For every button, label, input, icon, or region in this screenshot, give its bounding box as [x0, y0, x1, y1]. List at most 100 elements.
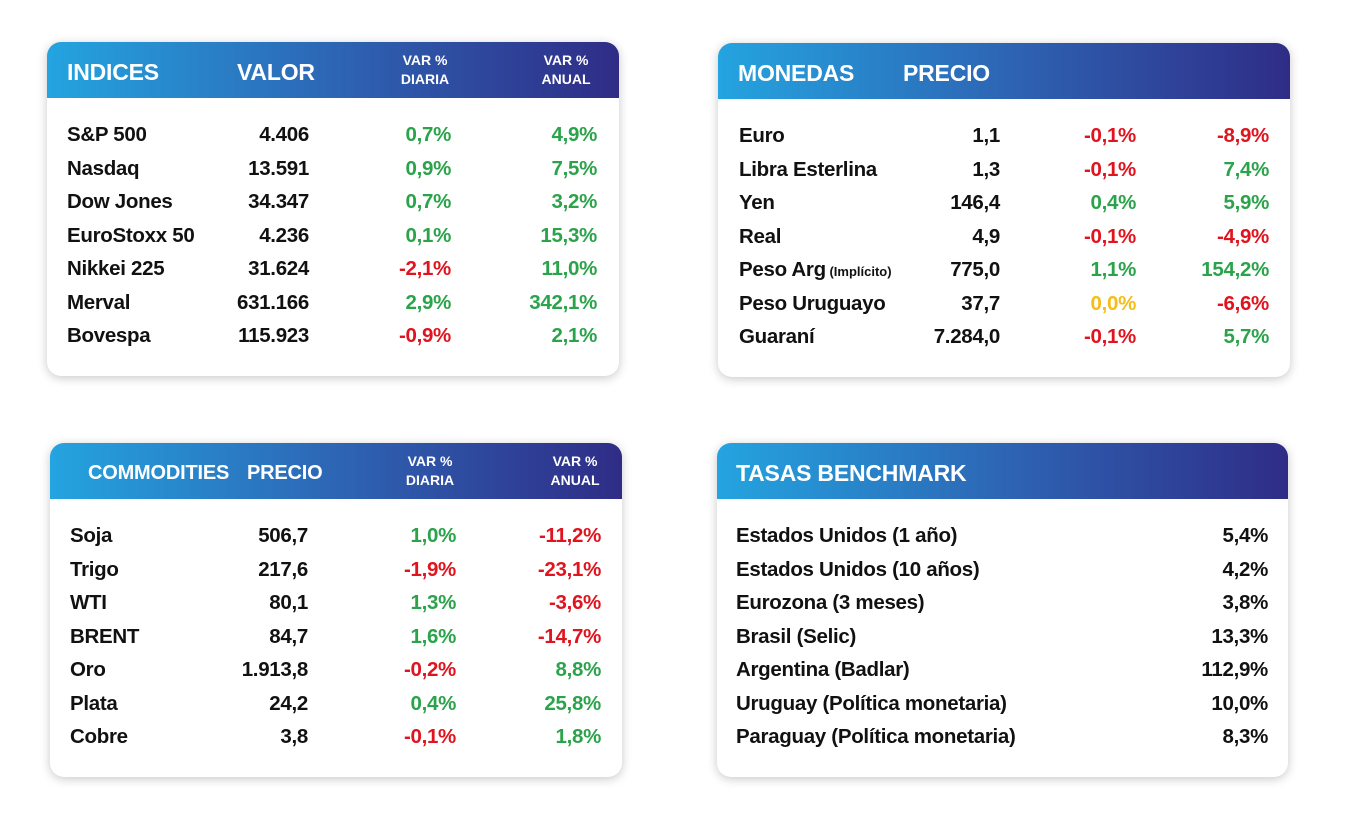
- row-daily-change: 1,0%: [410, 524, 456, 547]
- row-daily-change: 2,9%: [405, 290, 451, 314]
- row-value: 506,7: [258, 524, 308, 547]
- row-daily-change: 1,3%: [410, 591, 456, 614]
- row-value: 13.591: [248, 156, 309, 180]
- row-name: Merval: [67, 291, 130, 315]
- row-name-text: Soja: [70, 524, 113, 547]
- indices-annual-header-line2: ANUAL: [541, 71, 591, 87]
- row-name-text: Nasdaq: [67, 156, 140, 180]
- indices-col-name-header: INDICES: [67, 59, 159, 85]
- rate-value: 3,8%: [1222, 591, 1268, 614]
- row-value: 37,7: [961, 291, 1000, 315]
- row-daily-change: 1,1%: [1090, 258, 1136, 281]
- row-annual-change: 11,0%: [541, 257, 598, 280]
- row-daily-change: -0,1%: [1083, 325, 1136, 348]
- row-value: 631.166: [236, 290, 309, 314]
- row-value: 80,1: [269, 591, 308, 614]
- row-name: Oro: [70, 658, 106, 682]
- row-name-text: Peso Arg: [739, 258, 826, 281]
- row-name: EuroStoxx 50: [67, 224, 195, 248]
- row-value: 34.347: [248, 190, 309, 213]
- row-daily-change: 0,0%: [1090, 291, 1136, 315]
- row-name: BRENT: [70, 625, 139, 649]
- row-value: 24,2: [269, 691, 308, 715]
- tasas-title: TASAS BENCHMARK: [736, 460, 967, 486]
- row-daily-change: 1,6%: [410, 624, 456, 648]
- rate-name: Uruguay (Política monetaria): [736, 691, 1007, 715]
- row-name: Real: [739, 225, 781, 249]
- commodities-col-name-header: COMMODITIES: [88, 462, 230, 484]
- rate-value: 13,3%: [1211, 624, 1268, 648]
- row-name-text: Euro: [739, 124, 785, 147]
- row-value: 1.913,8: [241, 658, 309, 681]
- row-annual-change: 15,3%: [540, 223, 597, 247]
- row-annual-change: 5,9%: [1223, 191, 1269, 214]
- row-name: Libra Esterlina: [739, 158, 877, 182]
- row-name-text: Plata: [70, 691, 118, 715]
- row-name-text: Nikkei 225: [67, 257, 165, 280]
- row-name: Soja: [70, 524, 112, 548]
- commodities-annual-header-line1: VAR %: [552, 453, 598, 469]
- row-name-text: Yen: [739, 191, 775, 214]
- commodities-col-daily-header: VAR % DIARIA: [395, 452, 465, 490]
- row-name: S&P 500: [67, 123, 147, 147]
- row-value: 1,1: [972, 124, 1000, 147]
- rate-name: Estados Unidos (10 años): [736, 557, 980, 581]
- row-annual-change: -23,1%: [537, 557, 601, 581]
- row-name-text: Oro: [70, 658, 106, 681]
- row-name: WTI: [70, 591, 107, 615]
- row-name: Nikkei 225: [67, 257, 165, 281]
- row-annual-change: 7,4%: [1223, 157, 1269, 181]
- row-name-text: Cobre: [70, 725, 128, 748]
- tasas-header: TASAS BENCHMARK: [717, 443, 1288, 499]
- row-name-text: Trigo: [70, 557, 119, 581]
- row-value: 3,8: [280, 725, 308, 748]
- row-daily-change: -0,2%: [403, 658, 456, 681]
- indices-col-daily-header: VAR % DIARIA: [390, 51, 460, 89]
- row-annual-change: -6,6%: [1216, 291, 1269, 315]
- row-name-text: Dow Jones: [67, 190, 173, 213]
- tasas-card: TASAS BENCHMARK Estados Unidos (1 año) 5,…: [717, 443, 1288, 777]
- rate-value: 8,3%: [1222, 725, 1268, 748]
- rate-name: Brasil (Selic): [736, 624, 856, 648]
- row-name: Plata: [70, 692, 118, 716]
- row-value: 1,3: [972, 157, 1000, 181]
- rate-name: Argentina (Badlar): [736, 658, 910, 681]
- monedas-col-price-header: PRECIO: [903, 60, 990, 86]
- row-daily-change: -0,1%: [1083, 124, 1136, 147]
- row-name-text: Guaraní: [739, 325, 815, 348]
- row-daily-change: -2,1%: [398, 257, 451, 280]
- monedas-header: MONEDAS PRECIO: [718, 43, 1290, 99]
- row-daily-change: 0,7%: [405, 190, 451, 213]
- row-annual-change: -8,9%: [1216, 124, 1269, 147]
- row-annual-change: 3,2%: [551, 190, 597, 213]
- row-daily-change: 0,7%: [405, 123, 451, 146]
- row-annual-change: 4,9%: [551, 123, 597, 146]
- indices-daily-header-line1: VAR %: [402, 52, 448, 68]
- row-annual-change: -3,6%: [548, 591, 601, 614]
- row-name-text: Peso Uruguayo: [739, 291, 886, 315]
- row-daily-change: -0,1%: [403, 725, 456, 748]
- row-name: Nasdaq: [67, 156, 140, 181]
- row-name: Euro: [739, 124, 785, 148]
- row-name-note: (Implícito): [825, 264, 892, 279]
- row-annual-change: 342,1%: [529, 290, 597, 314]
- row-daily-change: -0,1%: [1083, 224, 1136, 248]
- monedas-col-name-header: MONEDAS: [738, 60, 855, 86]
- row-value: 775,0: [950, 258, 1000, 281]
- row-annual-change: -11,2%: [538, 524, 601, 547]
- row-annual-change: 25,8%: [544, 691, 601, 715]
- row-value: 217,6: [258, 557, 308, 581]
- row-name-text: BRENT: [70, 624, 140, 648]
- row-name-text: S&P 500: [67, 123, 147, 146]
- commodities-col-price-header: PRECIO: [247, 462, 323, 484]
- indices-header: INDICES VALOR VAR % DIARIA VAR % ANUAL: [47, 42, 619, 98]
- commodities-daily-header-line2: DIARIA: [405, 472, 455, 488]
- indices-annual-header-line1: VAR %: [543, 52, 589, 68]
- row-value: 4,9: [972, 224, 1000, 248]
- row-name: Guaraní: [739, 325, 815, 349]
- row-daily-change: -0,1%: [1083, 157, 1136, 181]
- rate-value: 10,0%: [1211, 691, 1268, 715]
- row-annual-change: -14,7%: [537, 624, 601, 648]
- rate-value: 112,9%: [1201, 658, 1268, 681]
- row-name: Peso Arg (Implícito): [739, 258, 892, 282]
